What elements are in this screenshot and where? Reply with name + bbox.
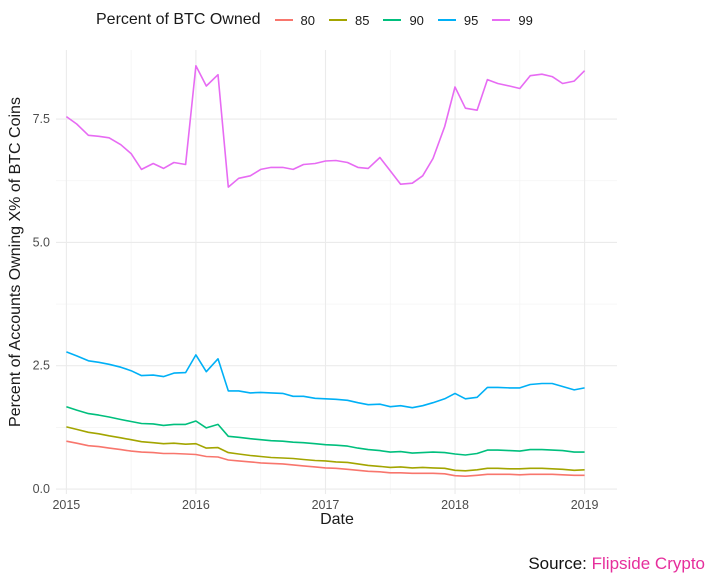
legend-swatch xyxy=(328,19,347,21)
source-prefix: Source: xyxy=(528,554,592,573)
x-axis-ticks: 2015 2016 2017 2018 2019 xyxy=(52,498,598,512)
y-tick-label: 2.5 xyxy=(33,359,50,373)
series-line-99 xyxy=(65,65,586,188)
x-axis-title: Date xyxy=(320,511,354,528)
legend-swatch xyxy=(492,19,511,21)
y-tick-label: 0.0 xyxy=(33,482,50,496)
legend: Percent of BTC Owned 80 85 90 95 99 xyxy=(96,9,547,31)
gridlines xyxy=(56,50,617,494)
legend-item-90: 90 xyxy=(383,12,424,28)
legend-item-99: 99 xyxy=(492,12,533,28)
series-line-90 xyxy=(66,405,585,456)
legend-swatch xyxy=(274,19,293,21)
legend-item-80: 80 xyxy=(274,12,315,28)
x-tick-label: 2017 xyxy=(312,498,340,512)
legend-swatch xyxy=(383,19,402,21)
legend-swatch xyxy=(437,19,456,21)
source-brand: Flipside Crypto xyxy=(591,554,705,573)
y-tick-label: 5.0 xyxy=(33,235,50,249)
legend-label: 90 xyxy=(409,12,424,28)
y-axis-ticks: 0.0 2.5 5.0 7.5 xyxy=(33,112,50,496)
x-tick-label: 2015 xyxy=(52,498,80,512)
legend-label: 85 xyxy=(354,12,370,28)
y-tick-label: 7.5 xyxy=(33,112,50,126)
series-line-80 xyxy=(66,440,585,478)
legend-items: 80 85 90 95 99 xyxy=(274,12,547,28)
legend-item-95: 95 xyxy=(437,12,479,28)
legend-label: 99 xyxy=(518,12,533,28)
x-tick-label: 2018 xyxy=(441,498,469,512)
x-tick-label: 2016 xyxy=(182,498,210,512)
series-lines xyxy=(65,65,586,478)
legend-label: 80 xyxy=(300,12,315,28)
legend-title: Percent of BTC Owned xyxy=(96,11,261,28)
x-tick-label: 2019 xyxy=(571,498,599,512)
y-axis-title: Percent of Accounts Owning X% of BTC Coi… xyxy=(7,97,24,427)
legend-label: 95 xyxy=(463,12,479,28)
series-line-85 xyxy=(66,426,585,472)
series-line-95 xyxy=(66,351,585,409)
legend-item-85: 85 xyxy=(328,12,370,28)
source-caption: Source: Flipside Crypto xyxy=(528,554,705,574)
